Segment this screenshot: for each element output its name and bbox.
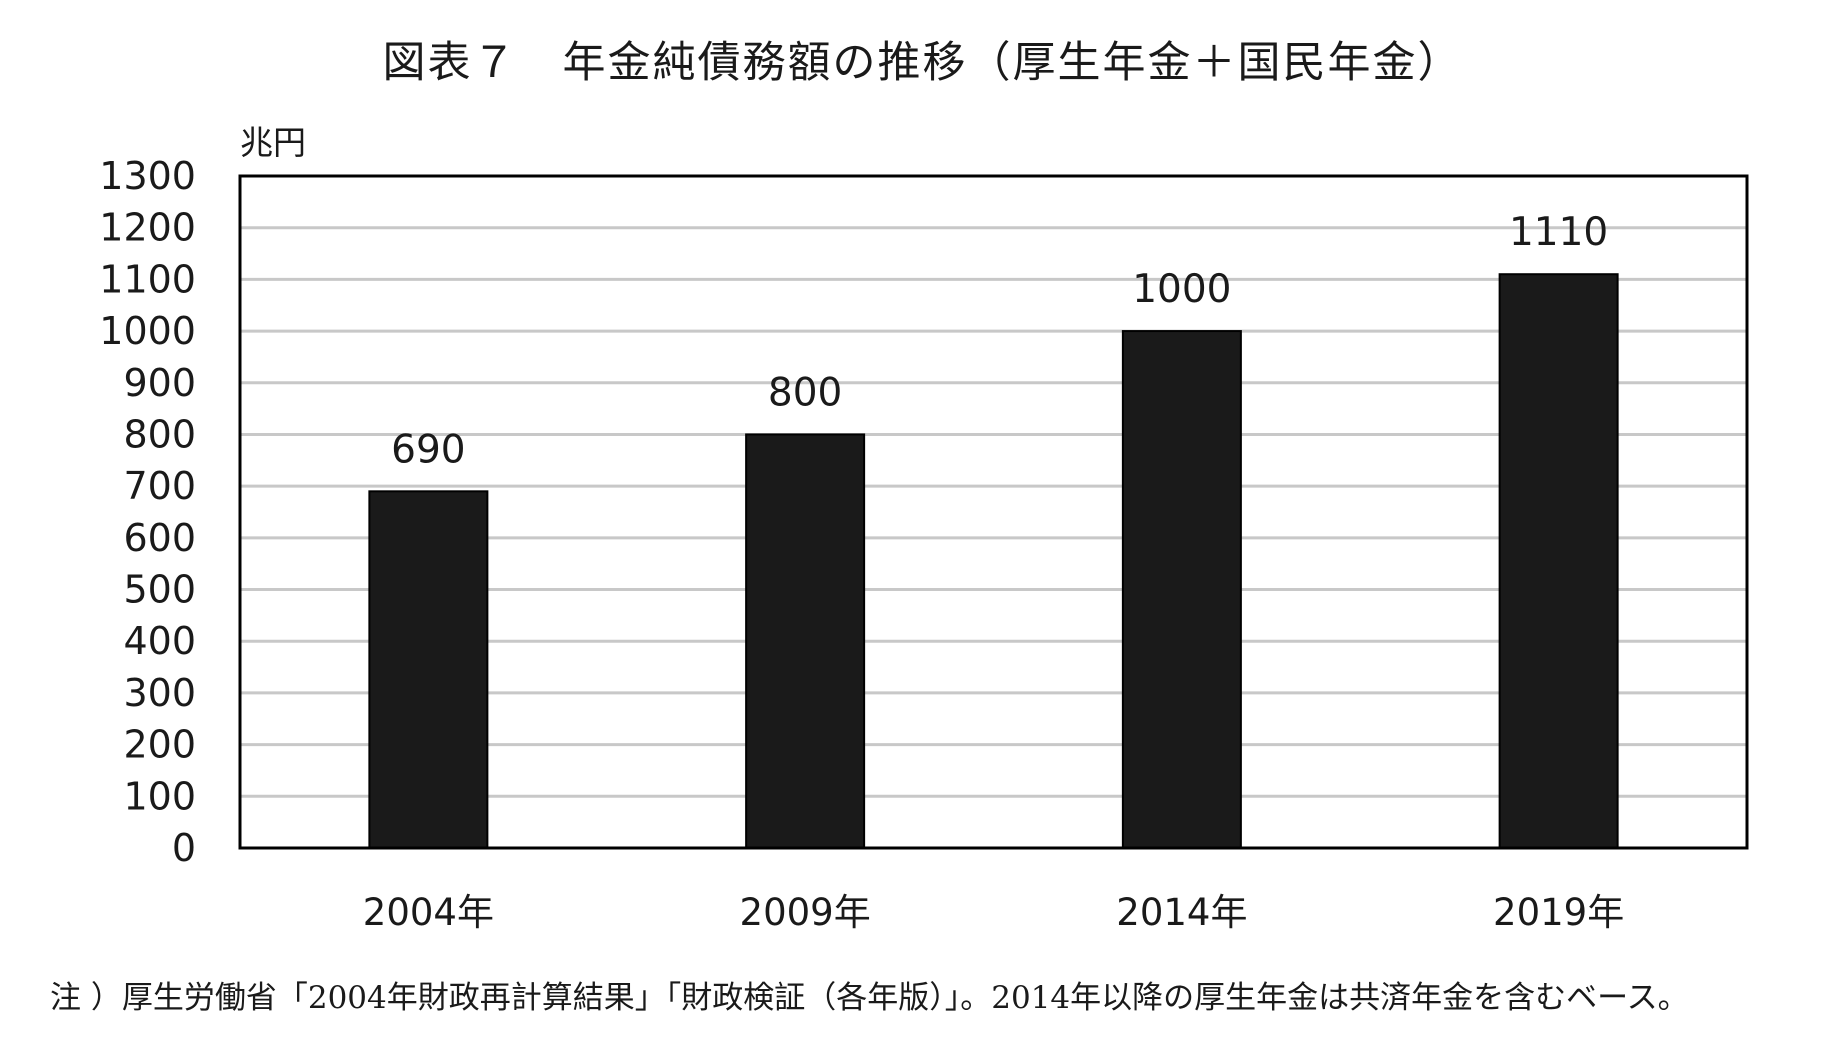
y-axis-ticks: 0 100 200 300 400 500 600 700 800 900 1000 1100 1200…: [99, 154, 196, 870]
x-axis-ticks: 2004年 2009年 2014年 2019年: [363, 891, 1624, 934]
y-tick-label: 900: [123, 361, 196, 405]
x-tick-label: 2019年: [1493, 891, 1624, 934]
y-tick-label: 100: [123, 774, 196, 818]
bar: [1498, 273, 1619, 849]
y-tick-label: 400: [123, 619, 196, 663]
y-tick-label: 200: [123, 723, 196, 767]
y-tick-label: 800: [123, 412, 196, 456]
y-tick-label: 300: [123, 671, 196, 715]
y-tick-label: 1100: [99, 257, 196, 301]
bar: [1121, 330, 1242, 850]
chart-title: 図表７ 年金純債務額の推移（厚生年金＋国民年金）: [382, 38, 1463, 88]
footnote: 注 ）厚生労働省「2004年財政再計算結果」「財政検証（各年版）」。2014年以…: [50, 980, 1689, 1016]
data-labels: 690 800 1000 1110: [391, 210, 1608, 472]
y-tick-label: 0: [172, 826, 196, 870]
y-tick-label: 1000: [99, 309, 196, 353]
data-label: 800: [768, 370, 842, 415]
data-label: 1000: [1132, 267, 1231, 312]
y-tick-label: 1300: [99, 154, 196, 198]
x-tick-label: 2004年: [363, 891, 494, 934]
y-axis-unit-label: 兆円: [240, 123, 306, 162]
data-label: 690: [391, 427, 465, 472]
gridlines: [240, 226, 1747, 798]
bar: [368, 490, 489, 849]
plot-frame: [238, 174, 1749, 850]
data-label: 1110: [1509, 210, 1608, 255]
x-tick-label: 2014年: [1116, 891, 1247, 934]
x-tick-label: 2009年: [740, 891, 871, 934]
y-tick-label: 600: [123, 516, 196, 560]
bars: [368, 273, 1619, 850]
bar: [745, 433, 866, 849]
y-tick-label: 500: [123, 568, 196, 612]
y-tick-label: 700: [123, 464, 196, 508]
y-tick-label: 1200: [99, 206, 196, 250]
